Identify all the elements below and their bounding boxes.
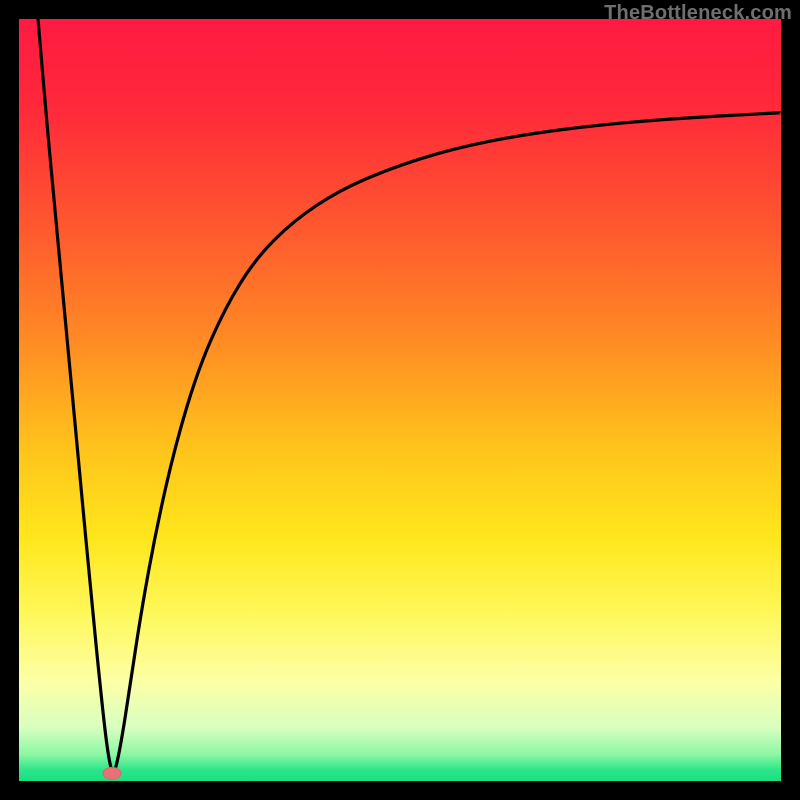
optimal-point-marker — [103, 767, 121, 779]
bottleneck-chart — [0, 0, 800, 800]
chart-stage: TheBottleneck.com — [0, 0, 800, 800]
